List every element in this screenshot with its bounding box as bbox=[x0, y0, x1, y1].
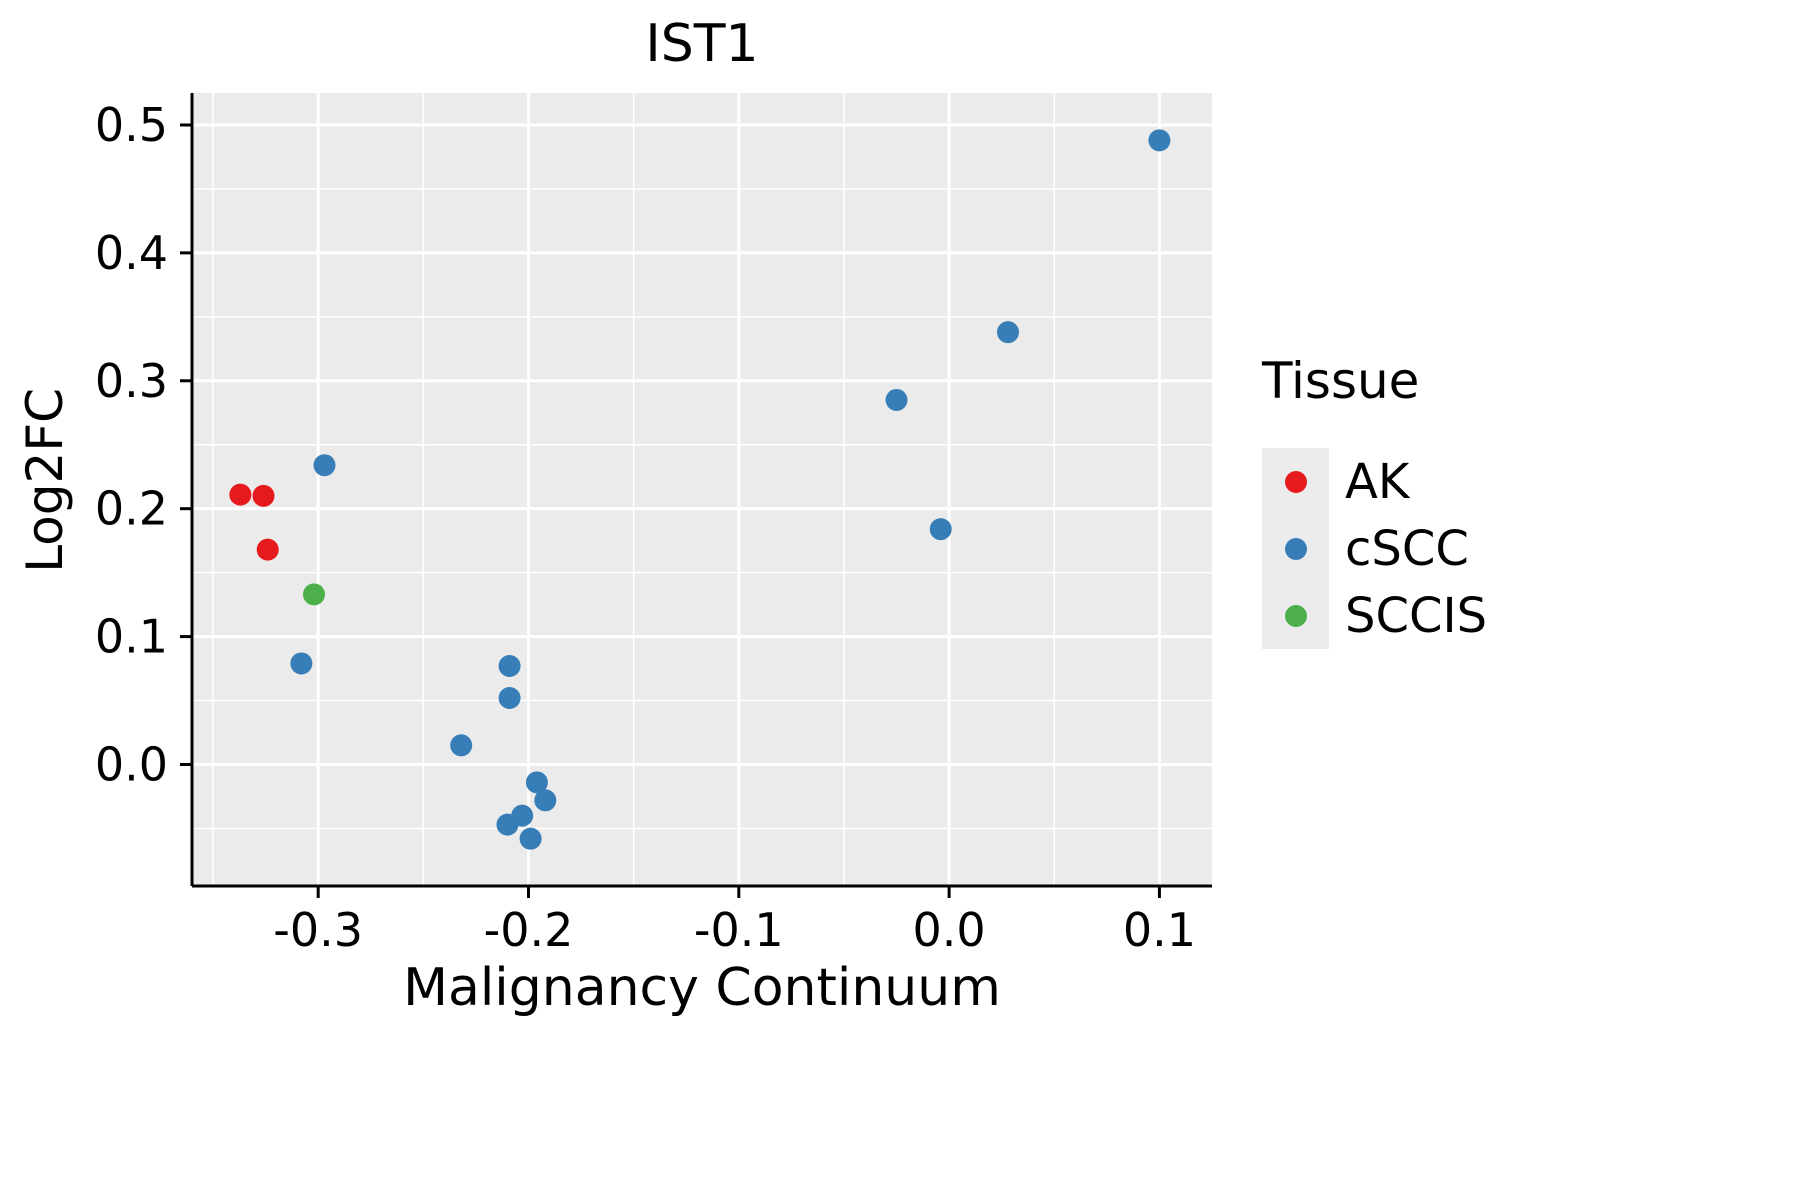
y-tick-label: 0.5 bbox=[95, 98, 168, 152]
legend-key-cscc bbox=[1262, 515, 1329, 582]
legend: Tissue AK cSCC SCCIS bbox=[1262, 352, 1487, 649]
point-cscc bbox=[997, 321, 1019, 344]
x-tick-label: -0.3 bbox=[273, 903, 363, 957]
y-tick-label: 0.3 bbox=[95, 354, 168, 408]
point-cscc bbox=[498, 655, 521, 678]
point-cscc bbox=[450, 734, 473, 757]
point-cscc bbox=[885, 388, 908, 411]
legend-item-cscc: cSCC bbox=[1262, 515, 1487, 582]
x-tick-label: 0.1 bbox=[1123, 903, 1196, 957]
y-tick-label: 0.2 bbox=[95, 482, 168, 536]
legend-dot-ak bbox=[1284, 470, 1307, 493]
point-sccis bbox=[302, 583, 325, 606]
x-axis-label: Malignancy Continuum bbox=[403, 958, 1001, 1018]
point-cscc bbox=[525, 771, 548, 794]
legend-label-ak: AK bbox=[1345, 453, 1410, 510]
legend-dot-cscc bbox=[1284, 537, 1307, 560]
point-ak bbox=[256, 538, 279, 561]
x-tick-label: -0.2 bbox=[484, 903, 574, 957]
chart-title: IST1 bbox=[645, 14, 759, 74]
legend-items: AK cSCC SCCIS bbox=[1262, 448, 1487, 649]
point-cscc bbox=[511, 804, 534, 827]
point-ak bbox=[229, 483, 252, 506]
legend-item-ak: AK bbox=[1262, 448, 1487, 515]
y-tick-label: 0.4 bbox=[95, 226, 168, 280]
legend-dot-sccis bbox=[1284, 604, 1307, 627]
x-tick-label: 0.0 bbox=[913, 903, 986, 957]
y-tick-label: 0.1 bbox=[95, 610, 168, 664]
legend-key-sccis bbox=[1262, 582, 1329, 649]
y-tick-label: 0.0 bbox=[95, 737, 168, 791]
legend-title: Tissue bbox=[1262, 352, 1420, 410]
legend-item-sccis: SCCIS bbox=[1262, 582, 1487, 649]
legend-label-sccis: SCCIS bbox=[1345, 587, 1488, 644]
x-tick-label: -0.1 bbox=[694, 903, 784, 957]
point-cscc bbox=[519, 827, 542, 850]
point-cscc bbox=[290, 652, 313, 675]
legend-key-ak bbox=[1262, 448, 1329, 515]
point-cscc bbox=[498, 686, 521, 709]
point-cscc bbox=[313, 454, 336, 477]
point-cscc bbox=[1148, 129, 1171, 152]
panel-background bbox=[192, 93, 1212, 886]
point-cscc bbox=[929, 518, 952, 541]
legend-label-cscc: cSCC bbox=[1345, 520, 1469, 577]
point-cscc bbox=[534, 789, 557, 812]
point-ak bbox=[252, 484, 275, 507]
